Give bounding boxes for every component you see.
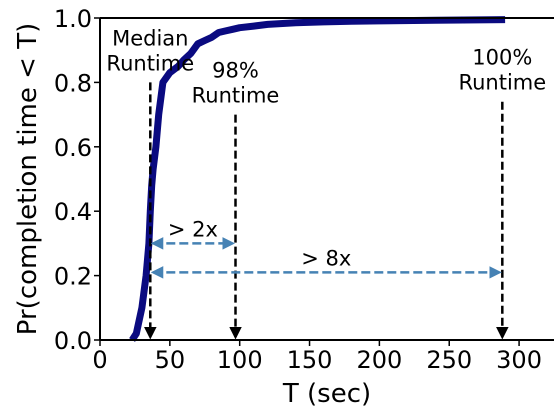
x-tick-label-300: 300 <box>496 346 542 374</box>
y-axis-label: Pr(completion time < T) <box>13 23 43 335</box>
runtime-marker-label-0-1: Runtime <box>106 51 194 75</box>
x-tick-label-150: 150 <box>287 346 333 374</box>
y-tick-label-0.8: 0.8 <box>54 69 92 97</box>
x-tick-label-200: 200 <box>356 346 402 374</box>
y-tick-label-0: 0.0 <box>54 327 92 355</box>
speedup-span-label-0: > 2x <box>168 217 218 241</box>
axes: 0 50 100 150 200 250 300 0.0 0.2 0.4 0.6 0.8 1.0 <box>54 5 554 374</box>
runtime-marker-label-0-0: Median <box>112 26 188 50</box>
y-tick-label-1: 1.0 <box>54 5 92 33</box>
x-tick-label-0: 0 <box>92 346 107 374</box>
runtime-marker-label-2-0: 100% <box>472 46 532 70</box>
y-tick-label-0.6: 0.6 <box>54 134 92 162</box>
runtime-marker-label-1-1: Runtime <box>192 84 280 108</box>
runtime-marker-label-2-1: Runtime <box>458 71 546 95</box>
x-axis-label: T (sec) <box>282 379 371 408</box>
y-tick-label-0.4: 0.4 <box>54 198 92 226</box>
speedup-spans: > 2x > 8x <box>150 217 502 279</box>
runtime-marker-label-1-0: 98% <box>212 59 259 83</box>
x-tick-label-100: 100 <box>217 346 263 374</box>
y-tick-label-0.2: 0.2 <box>54 263 92 291</box>
x-tick-label-50: 50 <box>155 346 186 374</box>
speedup-span-label-1: > 8x <box>301 246 351 270</box>
x-tick-label-250: 250 <box>426 346 472 374</box>
